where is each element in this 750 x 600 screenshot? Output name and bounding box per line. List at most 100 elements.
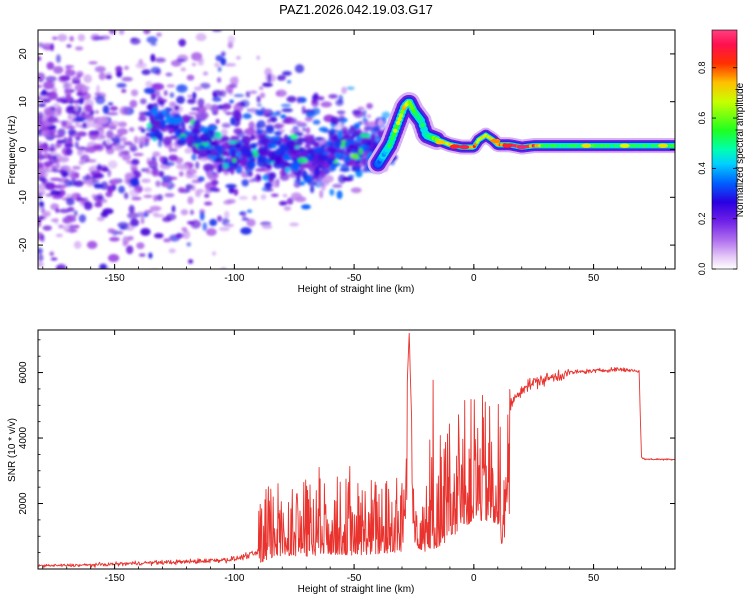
spectrogram-blob [245, 161, 256, 169]
spectrogram-speckle [130, 163, 138, 171]
spectrogram-speckle [318, 140, 326, 145]
spectrogram-speckle [183, 227, 188, 233]
spectrogram-speckle [77, 148, 83, 156]
spectrogram-speckle [338, 174, 346, 184]
spectrogram-speckle [50, 218, 59, 222]
spectrogram-blob [294, 140, 303, 147]
spectrogram-speckle [287, 80, 292, 84]
spectrogram-blob [268, 173, 275, 183]
spectrogram-blob [162, 136, 172, 146]
spectrogram-speckle [151, 170, 160, 177]
spectrogram-speckle [236, 55, 241, 60]
spectrogram-speckle [304, 144, 311, 149]
spectrogram-speckle [184, 4, 189, 12]
spectrogram-speckle [233, 188, 239, 196]
spectrogram-speckle [83, 201, 93, 211]
spectrogram-blob [358, 144, 368, 150]
spectrogram-speckle [195, 112, 207, 121]
spectrogram-speckle [289, 222, 300, 227]
spectrogram-speckle [256, 55, 261, 60]
spectrogram-blob [160, 119, 166, 129]
spectrogram-blob [284, 167, 291, 173]
spectrogram-speckle [115, 65, 123, 73]
spectrogram-speckle [239, 99, 250, 108]
spectrogram-speckle [127, 212, 139, 220]
spectrogram-blob [317, 155, 329, 162]
spectrogram-speckle [220, 51, 226, 57]
spectrogram-speckle [229, 99, 234, 104]
spectrogram-speckle [107, 228, 115, 234]
spectrogram-speckle [55, 54, 61, 64]
spectrogram-speckle [204, 103, 212, 110]
spectrogram-blob [332, 134, 339, 142]
spectrogram-speckle [381, 111, 391, 119]
spectrogram-speckle [86, 179, 94, 188]
colorbar-tick-label: 0.6 [697, 112, 707, 125]
spectrogram-blob [301, 170, 308, 180]
spectrogram-speckle [312, 119, 321, 125]
spectrogram-speckle [78, 214, 87, 223]
spectrogram-speckle [74, 46, 84, 51]
spectrogram-speckle [300, 181, 306, 186]
spectrogram-speckle [336, 110, 346, 115]
spectrogram-speckle [282, 70, 292, 76]
spectrogram-speckle [216, 77, 222, 83]
spectrogram-speckle [74, 141, 79, 149]
spectrogram-speckle [149, 270, 160, 274]
spectrogram-blob [152, 137, 158, 142]
spectrogram-speckle [195, 189, 202, 198]
spectrogram-speckle [63, 218, 70, 223]
spectrogram-speckle [140, 217, 145, 225]
spectrogram-speckle [332, 183, 343, 189]
spectrogram-speckle [138, 253, 146, 257]
spectrogram-speckle [301, 204, 311, 210]
spectrogram-speckle [144, 209, 153, 214]
spectrogram-blob [255, 168, 266, 172]
spectrogram-speckle [329, 188, 335, 196]
spectrogram-speckle [140, 227, 151, 236]
spectrogram-speckle [137, 136, 146, 146]
spectrogram-blob [357, 128, 362, 133]
spectrogram-blob [221, 135, 230, 142]
spectrogram-speckle [62, 84, 73, 90]
spectrogram-speckle [286, 95, 297, 103]
spectrogram-speckle [293, 181, 301, 188]
spectrogram-blob [334, 139, 342, 147]
spectrogram-speckle [67, 128, 76, 136]
spectrogram-speckle [224, 63, 237, 67]
spectrogram-speckle [190, 107, 199, 111]
spectrogram-speckle [44, 182, 56, 191]
spectrogram-speckle [281, 108, 293, 113]
spectrogram-speckle [209, 218, 218, 227]
spectrogram-speckle [129, 188, 140, 198]
spectrogram-speckle [286, 197, 294, 205]
spectrogram-speckle [346, 86, 355, 91]
spectrogram-speckle [57, 34, 68, 42]
spectrogram-speckle [225, 84, 234, 94]
spectrogram-speckle [152, 151, 161, 157]
spectrogram-speckle [75, 135, 81, 141]
spectrogram-speckle [266, 187, 274, 192]
spectrogram-speckle [106, 112, 119, 116]
spectrogram-speckle [159, 155, 165, 163]
spectrogram-blob [310, 153, 315, 159]
spectrogram-blob [313, 143, 321, 148]
spectrogram-speckle [204, 193, 210, 198]
spectrogram-speckle [364, 126, 373, 130]
spectrogram-speckle [177, 187, 185, 193]
spectrogram-speckle [107, 169, 112, 178]
spectrogram-blob [358, 147, 363, 155]
spectrogram-speckle [118, 185, 126, 194]
spectrogram-blob [181, 114, 191, 124]
spectrogram-speckle [143, 87, 156, 94]
spectrogram-speckle [134, 185, 142, 189]
spectrogram-speckle [225, 223, 234, 227]
spectrogram-y-ticks: -20 -10 0 10 20 [18, 29, 675, 270]
spectrogram-speckle [38, 253, 44, 262]
spectrogram-speckle [38, 121, 45, 130]
spectrogram-blob [251, 151, 260, 157]
spectrogram-speckle [61, 120, 73, 130]
spectrogram-speckle [195, 161, 200, 169]
spectrogram-speckle [44, 163, 51, 169]
spectrogram-speckle [107, 102, 114, 106]
